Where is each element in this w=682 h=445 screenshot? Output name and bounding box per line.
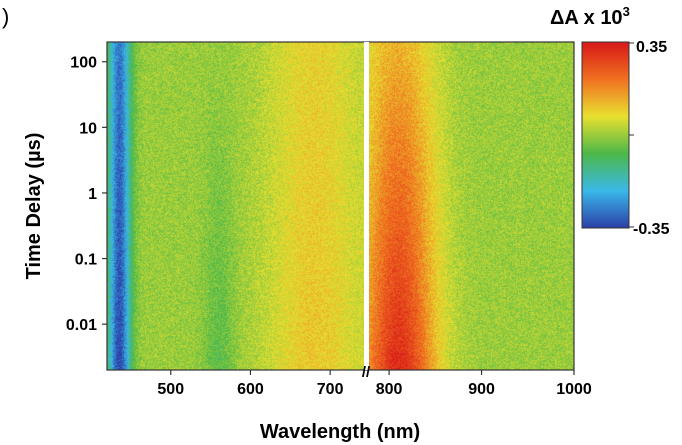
y-axis: 100 10 1 0.1 0.01	[66, 55, 107, 334]
axis-break-line	[364, 42, 369, 370]
y-tick-label: 0.1	[75, 252, 97, 269]
colorbar-title-text: ΔA x 10	[550, 7, 623, 29]
plot-area	[106, 41, 575, 371]
colorbar-gradient	[581, 41, 630, 229]
y-tick-label: 0.01	[66, 317, 97, 334]
x-tick-label: 600	[237, 381, 264, 398]
x-axis: 500 600 700 800 900 1000	[157, 370, 592, 398]
heatmap-image	[107, 42, 574, 370]
x-tick-label: 1000	[556, 381, 592, 398]
x-tick-label: 800	[376, 381, 403, 398]
colorbar: 0.35 -0.35 ΔA x 103	[550, 4, 670, 238]
y-axis-title: Time Delay (µs)	[23, 133, 45, 280]
y-tick-label: 1	[88, 186, 97, 203]
colorbar-min-label: -0.35	[633, 221, 670, 238]
y-tick-label: 10	[79, 120, 97, 137]
panel-label: )	[2, 4, 9, 29]
colorbar-title: ΔA x 103	[550, 4, 630, 29]
axis-break-symbol: //	[362, 364, 371, 381]
x-tick-label: 700	[317, 381, 344, 398]
x-tick-label: 900	[468, 381, 495, 398]
colorbar-max-label: 0.35	[636, 39, 667, 56]
colorbar-title-exponent: 3	[623, 4, 630, 19]
y-tick-label: 100	[70, 55, 97, 72]
plot-frame	[106, 41, 575, 371]
x-axis-title: Wavelength (nm)	[260, 421, 420, 443]
x-tick-label: 500	[157, 381, 184, 398]
